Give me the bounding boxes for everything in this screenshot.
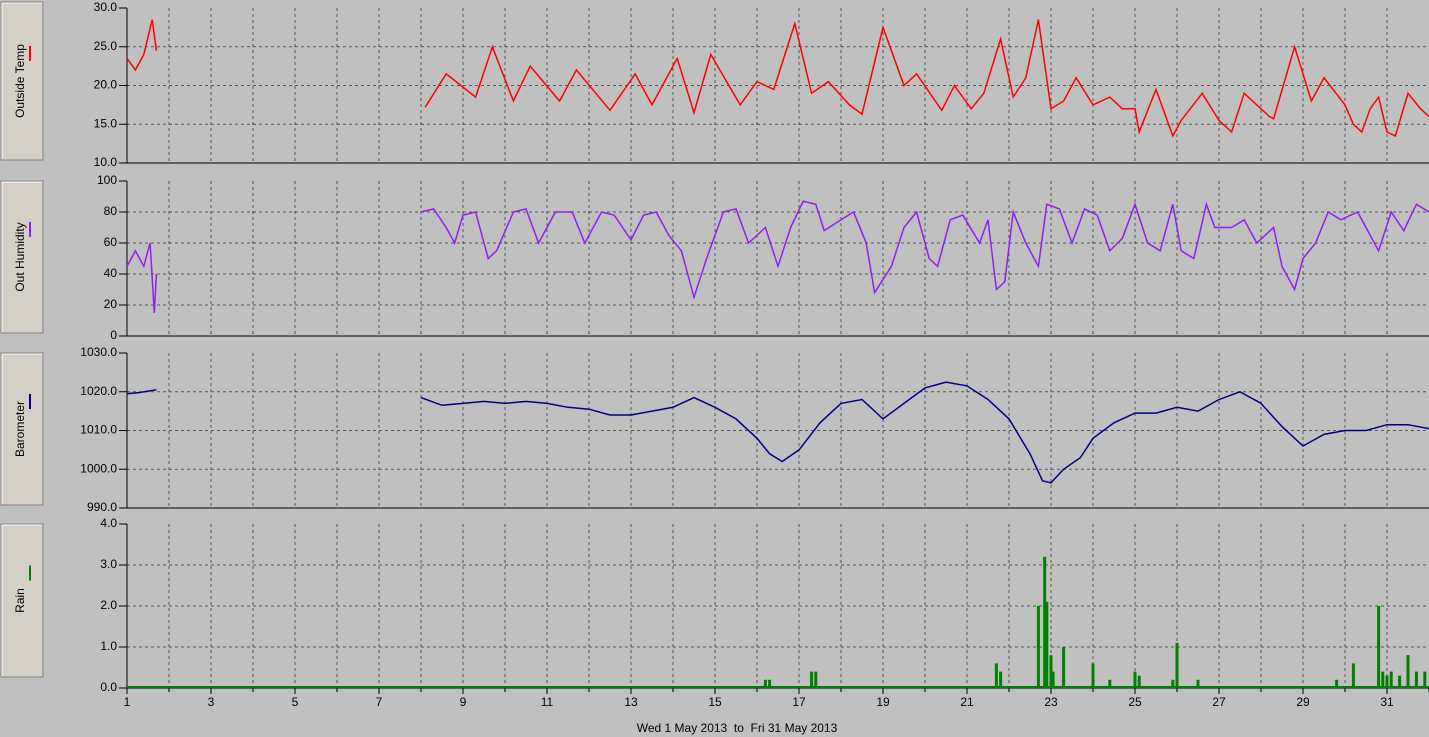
bar [1196, 679, 1200, 688]
panel-button[interactable] [0, 523, 44, 678]
x-axis-label: Wed 1 May 2013 to Fri 31 May 2013 [637, 721, 838, 735]
bar [1171, 679, 1175, 688]
bar [1406, 655, 1410, 688]
x-tick-label: 25 [1128, 695, 1142, 709]
y-axis-label: Rain [13, 588, 27, 613]
y-tick-label: 0 [110, 328, 117, 342]
y-tick-label: 0.0 [100, 680, 117, 694]
x-tick-label: 7 [376, 695, 383, 709]
y-tick-label: 1010.0 [80, 423, 117, 437]
x-tick-label: 5 [292, 695, 299, 709]
y-tick-label: 1000.0 [80, 461, 117, 475]
y-tick-label: 3.0 [100, 557, 117, 571]
bar [1045, 601, 1049, 688]
panel-button[interactable] [0, 1, 44, 161]
bar [1049, 655, 1053, 688]
bar [1351, 663, 1355, 688]
x-tick-label: 15 [708, 695, 722, 709]
data-line [126, 389, 157, 395]
y-tick-label: 1030.0 [80, 345, 117, 359]
bar [814, 671, 818, 688]
bar [1414, 671, 1418, 688]
x-tick-label: 19 [876, 695, 890, 709]
bar [763, 679, 767, 688]
y-tick-label: 20 [104, 297, 118, 311]
x-tick-label: 31 [1380, 695, 1394, 709]
x-tick-label: 23 [1044, 695, 1058, 709]
bar [768, 679, 772, 688]
y-tick-label: 100 [97, 173, 117, 187]
bar [1175, 642, 1179, 688]
x-tick-label: 11 [541, 695, 554, 709]
panel-button[interactable] [0, 352, 44, 506]
bar [1137, 675, 1141, 688]
bar [1335, 679, 1339, 688]
bar [1377, 606, 1381, 688]
bar [1133, 671, 1137, 688]
y-tick-label: 15.0 [94, 116, 118, 130]
data-line [126, 19, 158, 72]
y-tick-label: 25.0 [94, 39, 118, 53]
y-axis-label: Barometer [13, 401, 27, 457]
bar [1389, 671, 1393, 688]
x-tick-label: 29 [1296, 695, 1310, 709]
bar [999, 671, 1003, 688]
y-tick-label: 60 [104, 235, 118, 249]
y-tick-label: 20.0 [94, 78, 118, 92]
bar [994, 663, 998, 688]
panel-button[interactable] [0, 180, 44, 334]
x-tick-label: 3 [208, 695, 215, 709]
data-line [420, 200, 1429, 300]
x-tick-label: 13 [624, 695, 638, 709]
bar [1062, 647, 1066, 688]
y-tick-label: 10.0 [94, 155, 118, 169]
data-line [424, 19, 1429, 138]
x-tick-label: 17 [792, 695, 806, 709]
bar [1043, 556, 1047, 688]
bar [1091, 663, 1095, 688]
y-axis-label: Outside Temp [13, 44, 27, 118]
x-tick-label: 9 [460, 695, 467, 709]
bar [1381, 671, 1385, 688]
bar [1423, 671, 1427, 688]
x-tick-label: 21 [960, 695, 974, 709]
y-tick-label: 40 [104, 266, 118, 280]
x-tick-label: 1 [124, 695, 131, 709]
data-line [420, 381, 1429, 484]
y-tick-label: 80 [104, 204, 118, 218]
y-tick-label: 990.0 [87, 500, 117, 514]
bar [1385, 675, 1389, 688]
bar [1051, 671, 1055, 688]
x-tick-label: 27 [1212, 695, 1226, 709]
y-axis-label: Out Humidity [13, 222, 27, 291]
bar [1398, 675, 1402, 688]
y-tick-label: 1.0 [100, 639, 117, 653]
y-tick-label: 2.0 [100, 598, 117, 612]
y-tick-label: 1020.0 [80, 384, 117, 398]
bar [1108, 679, 1112, 688]
data-line [126, 242, 158, 313]
y-tick-label: 4.0 [100, 516, 117, 530]
bar [1036, 606, 1040, 688]
y-tick-label: 30.0 [94, 0, 118, 14]
bar [810, 671, 814, 688]
